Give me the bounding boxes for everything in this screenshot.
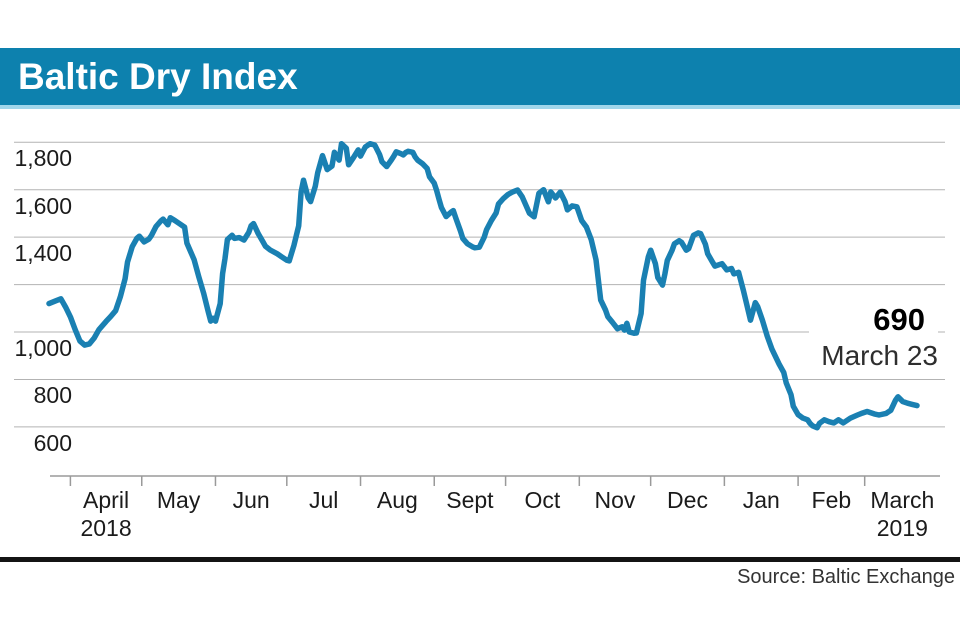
chart-title: Baltic Dry Index — [18, 55, 298, 97]
month-label: May — [156, 487, 201, 513]
month-label: April — [83, 487, 130, 513]
y-axis-label: 1,400 — [14, 240, 72, 267]
y-axis-label: 1,000 — [14, 335, 72, 362]
y-axis-label: 600 — [33, 429, 72, 456]
month-label: Dec — [667, 487, 708, 513]
x-axis-label: Aug — [377, 486, 418, 514]
latest-value-date: March 23 — [821, 340, 938, 371]
month-label: Feb — [811, 487, 852, 513]
x-axis-label: Jan — [743, 486, 780, 514]
x-axis-label: Oct — [525, 486, 561, 514]
month-label: Jun — [232, 487, 270, 513]
month-label: Jan — [742, 487, 780, 513]
x-axis-label: Jun — [233, 486, 270, 514]
y-axis-label: 800 — [33, 382, 72, 409]
month-label: Oct — [524, 487, 561, 513]
x-axis-label: Feb — [812, 486, 852, 514]
x-axis-label: May — [157, 486, 200, 514]
bdi-line — [46, 140, 920, 431]
month-label: Jul — [308, 487, 339, 513]
x-axis-label: April 2018 — [80, 486, 131, 542]
year-label: 2018 — [80, 515, 132, 541]
source-credit: Source: Baltic Exchange — [737, 566, 955, 588]
year-label: 2019 — [876, 515, 928, 541]
x-axis-label: Nov — [595, 486, 636, 514]
x-axis-label: March 2019 — [870, 486, 934, 542]
x-axis-label: Sept — [446, 486, 493, 514]
month-label: March — [870, 487, 935, 513]
y-axis-label: 1,800 — [14, 145, 72, 172]
latest-value-annotation: 690 March 23 — [809, 300, 938, 375]
month-label: Aug — [376, 487, 418, 513]
y-axis-label: 1,600 — [14, 192, 72, 219]
month-label: Sept — [446, 487, 494, 513]
banner-accent-strip — [0, 105, 960, 109]
title-banner: Baltic Dry Index — [0, 48, 960, 105]
footer-rule — [0, 557, 960, 562]
month-label: Nov — [594, 487, 636, 513]
x-axis-label: Jul — [309, 486, 338, 514]
latest-value: 690 — [873, 302, 925, 337]
x-axis-label: Dec — [667, 486, 708, 514]
